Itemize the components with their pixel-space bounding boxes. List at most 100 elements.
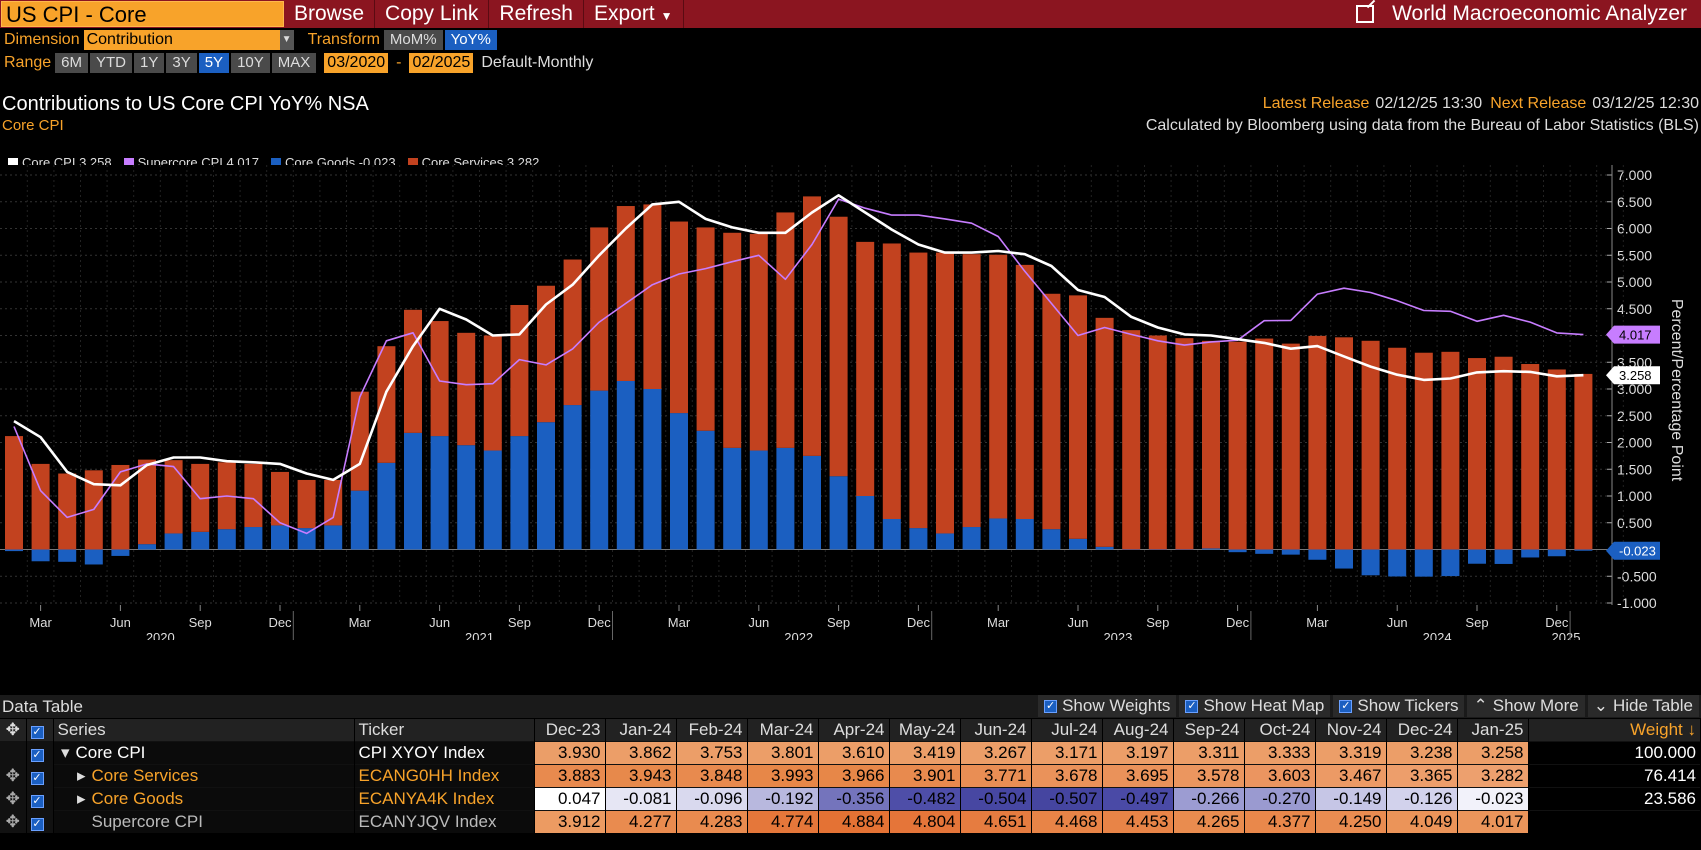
value-cell[interactable]: 3.319 <box>1315 740 1387 764</box>
show-more-button[interactable]: ⌃ Show More <box>1467 695 1585 717</box>
series-cell[interactable]: ▸ Core Services <box>53 763 355 787</box>
month-column-header[interactable]: Jun-24 <box>960 719 1032 741</box>
value-cell[interactable]: 4.774 <box>747 809 819 833</box>
hide-table-button[interactable]: ⌄ Hide Table <box>1587 695 1699 717</box>
drag-all-icon[interactable]: ✥ <box>0 719 27 741</box>
show-tickers-toggle[interactable]: ✓ Show Tickers <box>1333 695 1465 717</box>
table-row[interactable]: ✥ ✓ ▸ Core Services ECANG0HH Index 3.883 3.943… <box>0 763 1701 787</box>
series-cell[interactable]: Supercore CPI <box>53 809 355 833</box>
value-cell[interactable]: -0.081 <box>605 786 677 810</box>
value-cell[interactable]: -0.023 <box>1457 786 1529 810</box>
transform-yoy-button[interactable]: YoY% <box>444 30 497 50</box>
value-cell[interactable]: -0.266 <box>1173 786 1245 810</box>
show-heat-map-toggle[interactable]: ✓ Show Heat Map <box>1179 695 1331 717</box>
drag-handle-icon[interactable]: ✥ <box>0 809 27 833</box>
value-cell[interactable]: -0.096 <box>676 786 748 810</box>
value-cell[interactable]: 3.578 <box>1173 763 1245 787</box>
value-cell[interactable]: -0.192 <box>747 786 819 810</box>
series-cell[interactable]: ▸ Core Goods <box>53 786 355 810</box>
value-cell[interactable]: 3.603 <box>1244 763 1316 787</box>
value-cell[interactable]: 4.651 <box>960 809 1032 833</box>
range-6m-button[interactable]: 6M <box>55 53 88 73</box>
table-row[interactable]: ✥ ✓ Supercore CPI ECANYJQV Index 3.912 4.277 4… <box>0 809 1701 833</box>
value-cell[interactable]: 3.883 <box>534 763 606 787</box>
expand-caret-icon[interactable]: ▾ <box>60 742 70 762</box>
value-cell[interactable]: 4.804 <box>889 809 961 833</box>
value-cell[interactable]: 3.943 <box>605 763 677 787</box>
copy-link-button[interactable]: Copy Link <box>375 0 490 28</box>
show-weights-toggle[interactable]: ✓ Show Weights <box>1038 695 1177 717</box>
value-cell[interactable]: 3.258 <box>1457 740 1529 764</box>
series-cell[interactable]: ▾ Core CPI <box>53 740 355 764</box>
month-column-header[interactable]: Dec-23 <box>534 719 606 741</box>
table-row[interactable]: ✓ ▾ Core CPI CPI XYOY Index 3.930 3.862 3.753 3… <box>0 740 1701 764</box>
value-cell[interactable]: -0.149 <box>1315 786 1387 810</box>
value-cell[interactable]: 4.277 <box>605 809 677 833</box>
value-cell[interactable]: 3.238 <box>1386 740 1458 764</box>
select-all-checkbox[interactable]: ✓ <box>26 719 54 741</box>
export-menu[interactable]: Export ▼ <box>584 0 684 28</box>
value-cell[interactable]: 3.753 <box>676 740 748 764</box>
value-cell[interactable]: 3.610 <box>818 740 890 764</box>
dimension-dropdown[interactable]: Contribution ▼ <box>83 30 294 50</box>
range-10y-button[interactable]: 10Y <box>231 53 270 73</box>
row-checkbox[interactable]: ✓ <box>26 763 54 787</box>
month-column-header[interactable]: Aug-24 <box>1102 719 1174 741</box>
expand-caret-icon[interactable]: ▸ <box>76 788 86 808</box>
row-checkbox[interactable]: ✓ <box>26 740 54 764</box>
expand-caret-icon[interactable]: ▸ <box>76 765 86 785</box>
value-cell[interactable]: 4.283 <box>676 809 748 833</box>
month-column-header[interactable]: Dec-24 <box>1386 719 1458 741</box>
month-column-header[interactable]: Mar-24 <box>747 719 819 741</box>
range-max-button[interactable]: MAX <box>271 53 317 73</box>
value-cell[interactable]: -0.507 <box>1031 786 1103 810</box>
month-column-header[interactable]: Jan-24 <box>605 719 677 741</box>
drag-handle-icon[interactable] <box>0 740 27 764</box>
ticker-cell[interactable]: ECANYJQV Index <box>354 809 535 833</box>
range-1y-button[interactable]: 1Y <box>134 53 165 73</box>
range-ytd-button[interactable]: YTD <box>90 53 132 73</box>
value-cell[interactable]: -0.482 <box>889 786 961 810</box>
end-date-input[interactable]: 02/2025 <box>409 53 474 73</box>
month-column-header[interactable]: Nov-24 <box>1315 719 1387 741</box>
month-column-header[interactable]: Jul-24 <box>1031 719 1103 741</box>
value-cell[interactable]: 4.017 <box>1457 809 1529 833</box>
value-cell[interactable]: 3.282 <box>1457 763 1529 787</box>
ticker-column-header[interactable]: Ticker <box>354 719 535 741</box>
value-cell[interactable]: 0.047 <box>534 786 606 810</box>
value-cell[interactable]: 3.801 <box>747 740 819 764</box>
launch-icon[interactable] <box>1356 5 1375 23</box>
value-cell[interactable]: 3.467 <box>1315 763 1387 787</box>
range-5y-button[interactable]: 5Y <box>198 53 230 73</box>
contribution-chart[interactable]: 7.0006.5006.0005.5005.0004.5004.0003.500… <box>0 165 1701 640</box>
row-checkbox[interactable]: ✓ <box>26 786 54 810</box>
value-cell[interactable]: 3.695 <box>1102 763 1174 787</box>
row-checkbox[interactable]: ✓ <box>26 809 54 833</box>
value-cell[interactable]: 3.771 <box>960 763 1032 787</box>
month-column-header[interactable]: Oct-24 <box>1244 719 1316 741</box>
value-cell[interactable]: 3.993 <box>747 763 819 787</box>
value-cell[interactable]: 3.966 <box>818 763 890 787</box>
transform-mom-button[interactable]: MoM% <box>383 30 443 50</box>
range-3y-button[interactable]: 3Y <box>166 53 197 73</box>
value-cell[interactable]: 3.930 <box>534 740 606 764</box>
value-cell[interactable]: 3.333 <box>1244 740 1316 764</box>
value-cell[interactable]: 4.049 <box>1386 809 1458 833</box>
value-cell[interactable]: -0.497 <box>1102 786 1174 810</box>
table-row[interactable]: ✥ ✓ ▸ Core Goods ECANYA4K Index 0.047 -0.081 -0… <box>0 786 1701 810</box>
month-column-header[interactable]: Jan-25 <box>1457 719 1529 741</box>
value-cell[interactable]: 4.265 <box>1173 809 1245 833</box>
drag-handle-icon[interactable]: ✥ <box>0 763 27 787</box>
value-cell[interactable]: 4.884 <box>818 809 890 833</box>
value-cell[interactable]: -0.504 <box>960 786 1032 810</box>
value-cell[interactable]: 4.468 <box>1031 809 1103 833</box>
value-cell[interactable]: 3.862 <box>605 740 677 764</box>
value-cell[interactable]: 4.250 <box>1315 809 1387 833</box>
month-column-header[interactable]: May-24 <box>889 719 961 741</box>
security-input[interactable]: US CPI - Core <box>1 1 284 27</box>
value-cell[interactable]: 3.419 <box>889 740 961 764</box>
series-column-header[interactable]: Series <box>53 719 355 741</box>
value-cell[interactable]: 4.377 <box>1244 809 1316 833</box>
month-column-header[interactable]: Feb-24 <box>676 719 748 741</box>
month-column-header[interactable]: Apr-24 <box>818 719 890 741</box>
